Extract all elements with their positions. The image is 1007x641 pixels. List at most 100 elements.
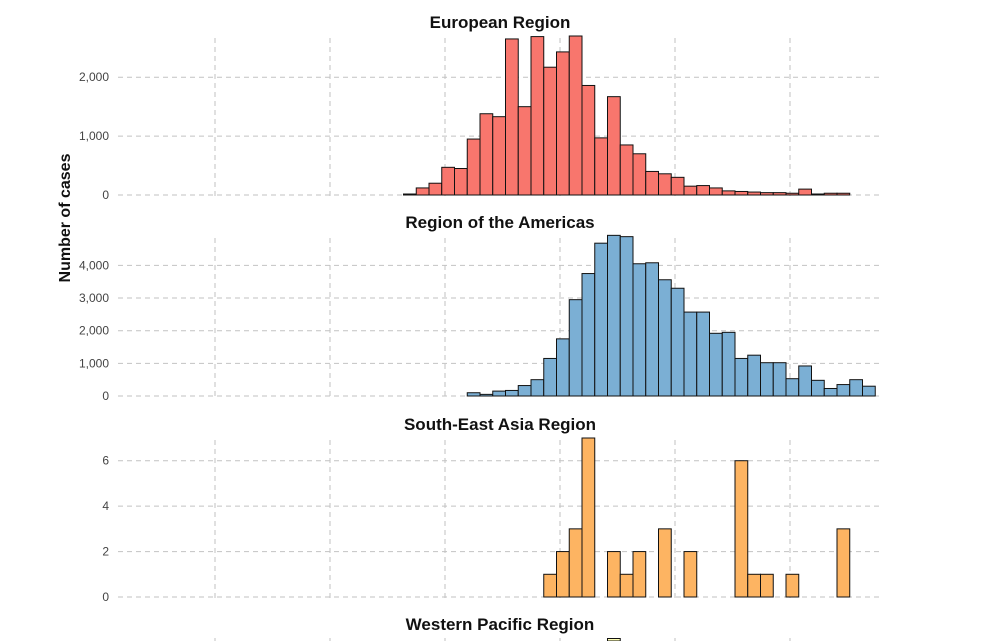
histogram-bar	[772, 192, 787, 196]
y-tick-label: 0	[102, 389, 109, 403]
histogram-bar	[798, 365, 812, 397]
facet-panel: Western Pacific Region	[214, 615, 791, 641]
histogram-bar	[479, 393, 494, 397]
histogram-bar	[607, 551, 621, 598]
histogram-bar	[760, 573, 774, 598]
y-tick-label: 0	[102, 188, 109, 202]
histogram-bar	[632, 263, 647, 397]
panel-title: Region of the Americas	[405, 213, 594, 232]
histogram-bar	[734, 460, 749, 598]
histogram-bar	[836, 384, 851, 397]
histogram-bar	[734, 357, 749, 397]
histogram-bar	[670, 287, 685, 397]
histogram-bar	[683, 551, 698, 598]
histogram-bar	[811, 193, 825, 196]
y-tick-label: 4	[102, 499, 109, 513]
histogram-bar	[454, 168, 468, 196]
histogram-bar	[607, 96, 621, 196]
y-tick-label: 1,000	[79, 129, 109, 143]
histogram-bar	[721, 331, 736, 397]
histogram-bar	[581, 437, 596, 598]
histogram-bar	[556, 551, 570, 598]
histogram-bar	[747, 191, 761, 196]
histogram-bar	[683, 311, 698, 397]
histogram-bar	[530, 379, 545, 397]
panel-title: European Region	[430, 13, 571, 32]
histogram-bar	[760, 362, 774, 397]
histogram-bar	[581, 273, 596, 397]
histogram-bar	[811, 379, 825, 397]
histogram-bar	[849, 379, 863, 397]
histogram-bar	[658, 279, 672, 397]
histogram-bar	[517, 385, 532, 397]
histogram-bar	[492, 116, 506, 196]
histogram-bar	[696, 185, 710, 196]
panel-title: Western Pacific Region	[406, 615, 595, 634]
y-tick-label: 2	[102, 545, 109, 559]
histogram-bar	[607, 234, 621, 397]
histogram-bar	[530, 36, 545, 196]
facet-panel: 0 2 4 6 South-East Asia Region	[102, 415, 882, 604]
histogram-bar	[594, 137, 608, 196]
histogram-bar	[428, 182, 443, 196]
histogram-bar	[479, 113, 494, 196]
y-tick-label: 6	[102, 454, 109, 468]
histogram-bar	[709, 187, 723, 196]
histogram-bar	[543, 573, 557, 598]
histogram-bar	[785, 192, 800, 196]
histogram-bar	[466, 138, 481, 196]
histogram-bar	[645, 262, 659, 397]
histogram-bar	[823, 192, 838, 196]
histogram-bar	[658, 528, 672, 598]
histogram-bar	[568, 299, 583, 397]
histogram-bar	[645, 170, 659, 196]
histogram-bar	[543, 66, 557, 196]
panel-title: South-East Asia Region	[404, 415, 596, 434]
histogram-bar	[747, 354, 761, 397]
histogram-bar	[632, 551, 647, 598]
y-tick-label: 0	[102, 590, 109, 604]
histogram-bar	[619, 144, 634, 196]
histogram-bar	[772, 362, 787, 397]
histogram-bar	[721, 190, 736, 196]
histogram-bar	[760, 192, 774, 196]
histogram-bar	[836, 528, 851, 598]
y-tick-label: 1,000	[79, 356, 109, 370]
histogram-bar	[619, 236, 634, 397]
y-axis-label: Number of cases	[57, 153, 74, 282]
histogram-bar	[441, 166, 455, 196]
histogram-bar	[823, 387, 838, 397]
histogram-bar	[658, 173, 672, 196]
histogram-bar	[568, 528, 583, 598]
histogram-bar	[798, 188, 812, 196]
histogram-bar	[836, 192, 851, 196]
y-tick-label: 4,000	[79, 258, 109, 272]
histogram-bar	[594, 242, 608, 397]
histogram-bar	[632, 153, 647, 196]
histogram-bar	[696, 311, 710, 397]
y-tick-label: 3,000	[79, 291, 109, 305]
histogram-bar	[403, 193, 417, 196]
histogram-bar	[543, 357, 557, 397]
facet-panel: 0 1,000 2,000 3,000 4,000 Region of the Ameri…	[79, 213, 882, 403]
y-tick-label: 2,000	[79, 324, 109, 338]
histogram-bar	[607, 638, 621, 641]
facet-panel: 0 1,000 2,000 European Region	[79, 13, 882, 202]
histogram-bar	[862, 385, 876, 397]
histogram-bar	[492, 390, 506, 397]
histogram-bar	[466, 392, 481, 397]
histogram-bar	[709, 332, 723, 397]
histogram-bar	[747, 573, 761, 598]
histogram-bar	[505, 389, 519, 397]
histogram-bar	[785, 378, 800, 397]
histogram-bar	[568, 35, 583, 196]
histogram-bar	[505, 38, 519, 196]
y-tick-label: 2,000	[79, 70, 109, 84]
histogram-bar	[619, 573, 634, 598]
histogram-bar	[683, 185, 698, 196]
histogram-bar	[517, 106, 532, 196]
histogram-bar	[785, 573, 800, 598]
histogram-bar	[556, 338, 570, 397]
histogram-bar	[415, 187, 430, 196]
